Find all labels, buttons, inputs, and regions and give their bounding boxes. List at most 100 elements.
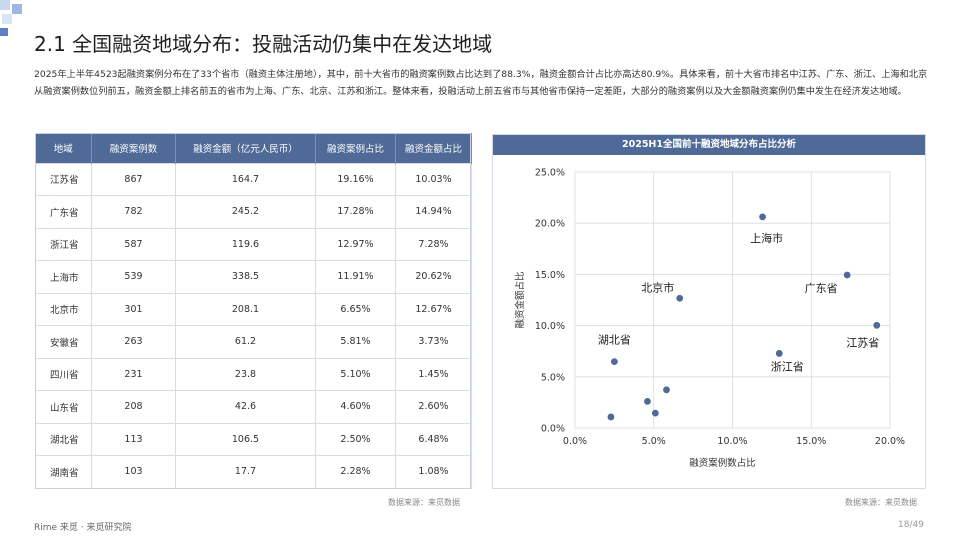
cell-amount-share: 20.62% — [395, 260, 472, 294]
y-tick-label: 15.0% — [535, 270, 565, 281]
cell-region: 江苏省 — [35, 162, 92, 196]
chart-source-note: 数据来源：来觅数据 — [845, 498, 917, 507]
table-row: 山东省 208 42.6 4.60% 2.60% — [35, 390, 472, 424]
table-header-row: 地域 融资案例数 融资金额（亿元人民币） 融资案例占比 融资金额占比 — [35, 133, 472, 163]
cell-region: 浙江省 — [35, 227, 92, 261]
cell-case-count: 208 — [91, 390, 176, 424]
y-axis-title: 融资金额占比 — [514, 271, 526, 328]
col-header-amount-share: 融资金额占比 — [395, 133, 472, 163]
intro-paragraph: 2025年上半年4523起融资案例分布在了33个省市（融资主体注册地），其中，前… — [34, 69, 928, 97]
data-point — [663, 386, 670, 394]
y-tick-label: 25.0% — [535, 168, 565, 179]
scatter-chart: 0.0% 5.0% 10.0% 15.0% 20.0% 0.0% 5.0% 10.0% 15.0… — [514, 168, 905, 470]
cell-amount: 42.6 — [175, 390, 316, 424]
table-row: 湖南省 103 17.7 2.28% 1.08% — [35, 455, 472, 489]
footer-brand: Rime 来觅 · 来觅研究院 — [34, 523, 132, 533]
cell-amount-share: 3.73% — [395, 325, 472, 359]
data-point-label: 广东省 — [805, 282, 838, 295]
table-row: 上海市 539 338.5 11.91% 20.62% — [35, 260, 472, 294]
region-table: 地域 融资案例数 融资金额（亿元人民币） 融资案例占比 融资金额占比 江苏省 86… — [35, 133, 472, 489]
chart-title: 2025H1全国前十融资地域分布占比分析 — [493, 135, 925, 155]
data-point-label: 江苏省 — [846, 336, 879, 349]
cell-region: 广东省 — [35, 195, 92, 229]
cell-region: 四川省 — [35, 357, 92, 391]
data-point — [607, 413, 615, 421]
col-header-amount: 融资金额（亿元人民币） — [175, 133, 316, 163]
data-point — [775, 350, 783, 357]
x-tick-label: 20.0% — [875, 436, 905, 447]
page-number: 18/49 — [898, 520, 924, 530]
table-row: 浙江省 587 119.6 12.97% 7.28% — [35, 227, 472, 261]
cell-case-count: 301 — [91, 292, 176, 326]
col-header-case-count: 融资案例数 — [91, 133, 176, 163]
table-source-note: 数据来源：来觅数据 — [388, 498, 460, 507]
cell-amount-share: 6.48% — [395, 422, 472, 456]
table-row: 江苏省 867 164.7 19.16% 10.03% — [35, 162, 472, 196]
cell-case-share: 17.28% — [315, 195, 396, 229]
cell-region: 上海市 — [35, 260, 92, 294]
table-row: 四川省 231 23.8 5.10% 1.45% — [35, 357, 472, 391]
cell-case-share: 6.65% — [315, 292, 396, 326]
y-tick-label: 20.0% — [535, 219, 565, 230]
cell-case-count: 113 — [91, 422, 176, 456]
cell-region: 湖南省 — [35, 455, 92, 489]
data-point — [843, 271, 851, 279]
table-row: 安徽省 263 61.2 5.81% 3.73% — [35, 325, 472, 359]
data-point — [651, 409, 659, 417]
cell-case-count: 587 — [91, 227, 176, 261]
cell-amount-share: 14.94% — [395, 195, 472, 229]
cell-case-count: 103 — [91, 455, 176, 489]
cell-case-count: 539 — [91, 260, 176, 294]
cell-region: 安徽省 — [35, 325, 92, 359]
cell-amount: 208.1 — [175, 292, 316, 326]
cell-case-count: 867 — [91, 162, 176, 196]
cell-amount: 338.5 — [175, 260, 316, 294]
y-tick-label: 5.0% — [541, 372, 565, 383]
cell-amount: 61.2 — [175, 325, 316, 359]
x-tick-label: 5.0% — [642, 436, 666, 447]
cell-case-share: 5.10% — [315, 357, 396, 391]
cell-amount-share: 7.28% — [395, 227, 472, 261]
data-point-label: 浙江省 — [771, 360, 804, 373]
cell-case-count: 782 — [91, 195, 176, 229]
cell-region: 山东省 — [35, 390, 92, 424]
cell-amount: 23.8 — [175, 357, 316, 391]
y-tick-label: 10.0% — [535, 321, 565, 332]
data-point-label: 湖北省 — [598, 334, 631, 347]
cell-case-share: 19.16% — [315, 162, 396, 196]
cell-case-share: 5.81% — [315, 325, 396, 359]
cell-amount-share: 1.08% — [395, 455, 472, 489]
cell-case-count: 231 — [91, 357, 176, 391]
cell-case-share: 2.50% — [315, 422, 396, 456]
cell-case-share: 11.91% — [315, 260, 396, 294]
corner-decoration-icon — [0, 0, 22, 36]
x-tick-label: 0.0% — [563, 436, 587, 447]
cell-case-share: 4.60% — [315, 390, 396, 424]
data-point-label: 北京市 — [641, 280, 674, 294]
x-axis-title: 融资案例数占比 — [689, 457, 756, 469]
cell-amount: 245.2 — [175, 195, 316, 229]
cell-case-share: 2.28% — [315, 455, 396, 489]
table-row: 湖北省 113 106.5 2.50% 6.48% — [35, 422, 472, 456]
cell-amount: 164.7 — [175, 162, 316, 196]
cell-amount: 17.7 — [175, 455, 316, 489]
cell-region: 湖北省 — [35, 422, 92, 456]
data-point — [873, 321, 881, 329]
col-header-case-share: 融资案例占比 — [315, 133, 396, 163]
cell-amount-share: 2.60% — [395, 390, 472, 424]
data-point-label: 上海市 — [750, 231, 783, 245]
data-point — [610, 358, 618, 366]
data-point — [759, 213, 766, 221]
cell-amount: 106.5 — [175, 422, 316, 456]
cell-amount: 119.6 — [175, 227, 316, 261]
scatter-chart-panel: 2025H1全国前十融资地域分布占比分析 0.0% 5.0% 10.0% 15.0% 2… — [492, 134, 926, 489]
cell-amount-share: 12.67% — [395, 292, 472, 326]
x-tick-label: 10.0% — [717, 436, 747, 447]
x-tick-label: 15.0% — [796, 436, 826, 447]
table-row: 广东省 782 245.2 17.28% 14.94% — [35, 195, 472, 229]
cell-case-share: 12.97% — [315, 227, 396, 261]
y-tick-label: 0.0% — [541, 424, 565, 435]
cell-amount-share: 10.03% — [395, 162, 472, 196]
cell-case-count: 263 — [91, 325, 176, 359]
data-point — [644, 397, 651, 405]
